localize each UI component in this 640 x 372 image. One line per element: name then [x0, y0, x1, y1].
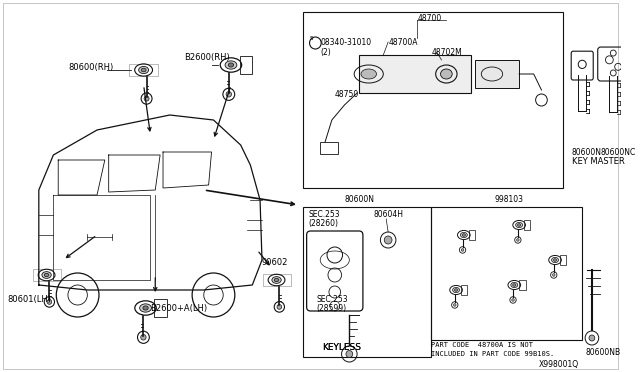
Bar [461, 285, 467, 295]
Text: INCLUDED IN PART CODE 99B10S.: INCLUDED IN PART CODE 99B10S. [431, 351, 554, 357]
Ellipse shape [452, 288, 460, 293]
Text: 80601(LH): 80601(LH) [8, 295, 52, 304]
Text: 80604H: 80604H [374, 210, 404, 219]
Text: KEYLESS: KEYLESS [322, 343, 361, 352]
Ellipse shape [462, 234, 465, 236]
Bar [519, 280, 525, 289]
Ellipse shape [513, 284, 516, 286]
Text: (2): (2) [320, 48, 331, 57]
Bar [431, 207, 582, 340]
Text: B2600+A(LH): B2600+A(LH) [150, 304, 207, 312]
Circle shape [516, 239, 519, 241]
Ellipse shape [274, 278, 279, 282]
Text: KEYLESS: KEYLESS [322, 343, 361, 352]
Text: B2600(RH): B2600(RH) [184, 53, 230, 62]
Text: (28599): (28599) [316, 304, 346, 313]
Ellipse shape [518, 224, 521, 226]
Circle shape [384, 236, 392, 244]
Text: 80600N: 80600N [344, 195, 374, 204]
Circle shape [552, 274, 555, 276]
Text: (28260): (28260) [308, 219, 339, 228]
Ellipse shape [511, 282, 518, 288]
Text: X998001Q: X998001Q [538, 360, 579, 369]
Circle shape [589, 335, 595, 341]
Bar [469, 230, 475, 240]
Circle shape [277, 304, 282, 309]
Text: SEC.253: SEC.253 [308, 210, 340, 219]
Ellipse shape [228, 63, 234, 67]
Text: 48700A: 48700A [388, 38, 418, 47]
Circle shape [346, 350, 353, 357]
Text: 80600N: 80600N [572, 148, 602, 157]
Text: KEY MASTER: KEY MASTER [572, 157, 624, 166]
Bar [303, 207, 431, 357]
Ellipse shape [139, 67, 148, 74]
Text: 998103: 998103 [495, 195, 524, 204]
Bar [262, 274, 291, 286]
Text: 48750: 48750 [335, 90, 359, 99]
Text: S: S [310, 35, 313, 41]
Ellipse shape [440, 69, 452, 79]
Bar [524, 221, 531, 230]
Ellipse shape [44, 273, 49, 277]
Ellipse shape [516, 222, 523, 228]
Bar [476, 60, 519, 88]
Text: 80600NB: 80600NB [585, 348, 620, 357]
Bar [359, 55, 470, 93]
Ellipse shape [272, 277, 281, 283]
Text: PART CODE  48700A IS NOT: PART CODE 48700A IS NOT [431, 342, 533, 348]
Ellipse shape [140, 304, 152, 312]
Text: 08340-31010: 08340-31010 [320, 38, 371, 47]
Text: SEC.253: SEC.253 [316, 295, 348, 304]
Bar [320, 142, 338, 154]
Circle shape [454, 304, 456, 306]
Circle shape [144, 96, 149, 101]
Circle shape [461, 248, 464, 251]
Text: 48700: 48700 [417, 14, 442, 23]
Text: 90602: 90602 [262, 258, 289, 267]
Ellipse shape [454, 289, 458, 291]
Circle shape [226, 92, 232, 97]
Ellipse shape [554, 259, 557, 261]
Circle shape [512, 299, 515, 301]
Text: 48702M: 48702M [432, 48, 463, 57]
Text: 80600(RH): 80600(RH) [68, 63, 113, 72]
Bar [129, 64, 159, 76]
Bar [239, 56, 252, 74]
Text: 80600NC: 80600NC [601, 148, 636, 157]
Ellipse shape [225, 61, 237, 69]
Circle shape [47, 299, 52, 304]
Ellipse shape [552, 257, 559, 263]
Circle shape [141, 334, 146, 340]
Ellipse shape [361, 69, 376, 79]
Ellipse shape [460, 232, 467, 238]
Ellipse shape [141, 68, 146, 72]
Bar [303, 12, 563, 188]
Bar [33, 269, 61, 281]
Bar [560, 256, 566, 264]
Bar [154, 299, 167, 317]
Ellipse shape [42, 272, 51, 278]
Ellipse shape [143, 306, 148, 310]
